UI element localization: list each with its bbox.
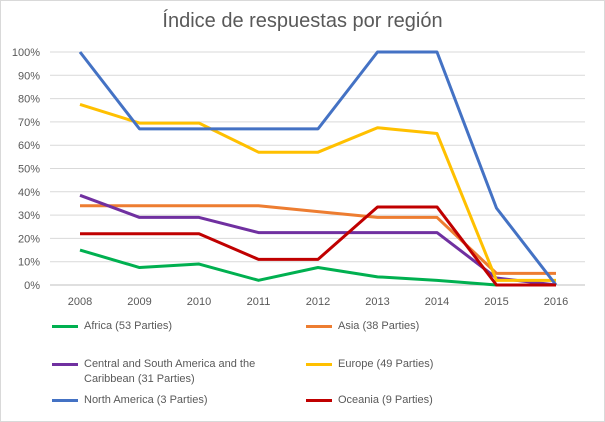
series-line [80, 205, 556, 287]
x-tick-label: 2016 [544, 296, 568, 308]
legend-label: Central and South America and the Caribb… [84, 358, 256, 385]
chart-title: Índice de respuestas por región [162, 10, 443, 32]
legend-swatch [306, 363, 332, 366]
x-tick-label: 2011 [247, 296, 271, 308]
y-tick-label: 10% [18, 257, 40, 269]
x-tick-label: 2009 [127, 296, 151, 308]
y-tick-label: 100% [12, 47, 40, 59]
y-tick-label: 40% [18, 187, 40, 199]
legend-item: Europe (49 Parties) [306, 357, 546, 372]
legend-swatch [52, 399, 78, 402]
y-tick-label: 90% [18, 70, 40, 82]
y-axis-ticks: 0% 10% 20% 30% 40% 50% 60% 70% 80% 90% 100% [12, 47, 40, 292]
x-tick-label: 2008 [68, 296, 92, 308]
legend-swatch [52, 363, 78, 366]
legend-label: Oceania (9 Parties) [338, 394, 433, 406]
x-tick-label: 2015 [484, 296, 508, 308]
y-tick-label: 80% [18, 94, 40, 106]
y-tick-label: 20% [18, 233, 40, 245]
legend-item: Asia (38 Parties) [306, 319, 546, 334]
x-tick-label: 2012 [306, 296, 330, 308]
x-axis-ticks: 2008 2009 2010 2011 2012 2013 2014 2015 2016 [68, 296, 568, 308]
y-tick-label: 30% [18, 210, 40, 222]
legend-swatch [306, 399, 332, 402]
x-tick-label: 2014 [425, 296, 449, 308]
y-tick-label: 70% [18, 117, 40, 129]
x-tick-label: 2010 [187, 296, 211, 308]
series-line [78, 50, 558, 286]
series-line [79, 102, 556, 282]
legend-label: North America (3 Parties) [84, 394, 208, 406]
legend-swatch [52, 325, 78, 328]
legend-label: Asia (38 Parties) [338, 320, 420, 332]
legend-item: North America (3 Parties) [52, 393, 292, 408]
legend-label: Europe (49 Parties) [338, 358, 434, 370]
series-line [79, 248, 556, 287]
legend-item: Africa (53 Parties) [52, 319, 292, 334]
y-tick-label: 50% [18, 164, 40, 176]
y-tick-label: 60% [18, 140, 40, 152]
y-tick-label: 0% [24, 280, 40, 292]
gridlines [50, 51, 585, 286]
x-tick-label: 2013 [365, 296, 389, 308]
legend-item: Central and South America and the Caribb… [52, 357, 292, 387]
legend-label: Africa (53 Parties) [84, 320, 173, 332]
series-line [79, 193, 557, 287]
legend-item: Oceania (9 Parties) [306, 393, 546, 408]
series-lines [78, 50, 558, 287]
series-line [80, 204, 556, 275]
legend-swatch [306, 325, 332, 328]
